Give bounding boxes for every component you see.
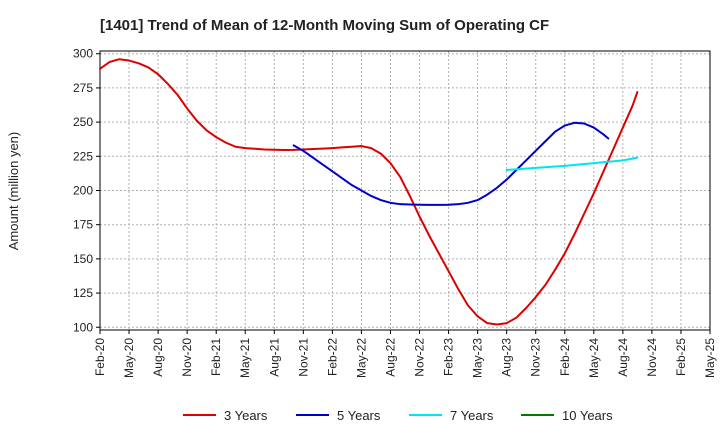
x-tick-label: Aug-24 <box>616 338 630 377</box>
x-tick-label: Feb-25 <box>674 338 688 376</box>
x-tick-label: Aug-21 <box>267 338 281 377</box>
legend-label: 5 Years <box>337 408 381 423</box>
x-tick-label: Nov-23 <box>529 338 543 377</box>
x-tick-label: Feb-24 <box>558 338 572 376</box>
y-axis-label: Amount (million yen) <box>6 132 21 251</box>
x-axis: Feb-20 May-20 Aug-20 Nov-20 Feb-21 May-21 Aug-… <box>93 330 717 378</box>
x-tick-label: Feb-20 <box>93 338 107 376</box>
x-tick-label: Aug-20 <box>151 338 165 377</box>
x-tick-label: May-24 <box>587 338 601 378</box>
x-tick-label: Feb-22 <box>325 338 339 376</box>
y-tick-label: 275 <box>73 81 93 95</box>
y-tick-label: 150 <box>73 252 93 266</box>
legend: 3 Years 5 Years 7 Years 10 Years <box>183 408 613 423</box>
y-tick-label: 175 <box>73 218 93 232</box>
y-tick-label: 200 <box>73 184 93 198</box>
x-tick-label: Aug-22 <box>383 338 397 377</box>
chart-title: [1401] Trend of Mean of 12-Month Moving … <box>100 17 549 34</box>
series-line-5-years <box>292 121 610 206</box>
y-axis: 100 125 150 175 200 225 250 275 300 <box>73 47 100 334</box>
grid <box>99 51 711 330</box>
x-tick-label: May-22 <box>354 338 368 378</box>
series-group <box>99 58 639 326</box>
x-tick-label: Nov-22 <box>413 338 427 377</box>
y-tick-label: 125 <box>73 286 93 300</box>
x-tick-label: Feb-23 <box>442 338 456 376</box>
legend-label: 3 Years <box>224 408 268 423</box>
y-tick-label: 100 <box>73 320 93 334</box>
x-tick-label: May-21 <box>238 338 252 378</box>
x-tick-label: Aug-23 <box>500 338 514 377</box>
y-tick-label: 225 <box>73 149 93 163</box>
series-line-3-years <box>99 58 639 326</box>
x-tick-label: Nov-20 <box>180 338 194 377</box>
x-tick-label: Nov-21 <box>296 338 310 377</box>
legend-label: 7 Years <box>450 408 494 423</box>
x-tick-label: May-25 <box>703 338 717 378</box>
x-tick-label: Nov-24 <box>645 338 659 377</box>
x-tick-label: May-20 <box>122 338 136 378</box>
x-tick-label: Feb-21 <box>209 338 223 376</box>
legend-label: 10 Years <box>562 408 613 423</box>
y-tick-label: 250 <box>73 115 93 129</box>
x-tick-label: May-23 <box>471 338 485 378</box>
series-line-7-years <box>505 156 639 171</box>
y-tick-label: 300 <box>73 47 93 61</box>
